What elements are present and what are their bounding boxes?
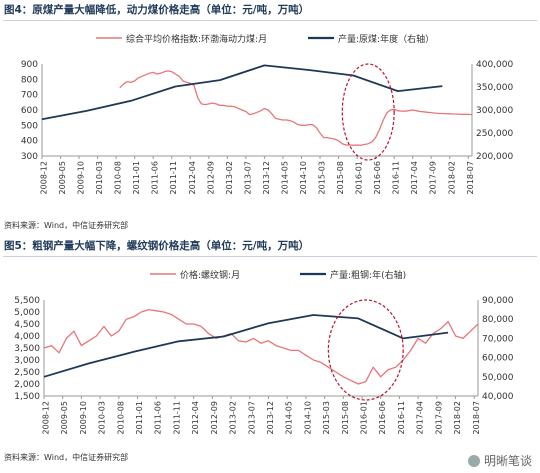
highlight-ellipse [341,63,395,161]
highlight-ellipse [327,299,404,401]
legend-label-price: 综合平均价格指数:环渤海动力煤:月 [126,33,267,45]
y-left-tick-label: 4,000 [14,332,40,342]
x-tick-label: 2016-06 [378,401,387,434]
y-left-tick-label: 600 [21,106,38,116]
y-right-tick-label: 400,000 [476,60,513,70]
y-left-tick-label: 5,000 [14,308,40,318]
x-tick-label: 2010-03 [98,401,107,434]
legend-label-output: 产量:粗钢:年(右轴) [330,269,406,281]
x-tick-label: 2017-09 [429,161,438,194]
x-tick-label: 2011-06 [154,401,163,434]
figure-4-source: 资料来源：Wind，中信证券研究部 [4,221,129,230]
x-tick-label: 2009-05 [58,161,67,194]
figure-5-title: 图5：粗钢产量大幅下降，螺纹钢价格走高（单位：元/吨，万吨） [4,240,310,252]
x-tick-label: 2008-12 [42,401,51,434]
y-right-tick-label: 350,000 [476,83,513,93]
x-tick-label: 2013-07 [247,401,256,434]
x-tick-label: 2010-08 [114,161,123,194]
x-tick-label: 2014-10 [303,401,312,434]
x-tick-label: 2011-06 [151,161,160,194]
x-tick-label: 2013-02 [225,161,234,194]
x-tick-label: 2018-07 [466,161,475,194]
x-tick-label: 2012-04 [188,161,197,194]
x-tick-label: 2018-02 [453,401,462,434]
legend-label-price: 价格:螺纹钢:月 [180,269,240,281]
x-tick-label: 2014-05 [285,401,294,434]
x-tick-label: 2012-09 [206,161,215,194]
legend-label-output: 产量:原煤:年度（右轴） [338,33,434,45]
y-right-tick-label: 50,000 [482,373,514,383]
x-tick-label: 2017-04 [416,401,425,434]
y-right-tick-label: 300,000 [476,106,513,116]
x-tick-label: 2016-11 [392,161,401,194]
y-left-tick-label: 1,500 [14,392,40,402]
steel-chart: 价格:螺纹钢:月 产量:粗钢:年(右轴) 1,500 2,000 2,500 3,000 3… [14,269,514,434]
output-series-line [41,64,443,121]
y-right-tick-label: 60,000 [482,354,514,364]
x-tick-label: 2013-07 [243,161,252,194]
x-tick-label: 2017-04 [410,161,419,194]
price-series-line [119,70,473,146]
watermark-text: 明晰笔谈 [483,454,532,468]
y-left-tick-label: 2,500 [14,368,40,378]
x-tick-label: 2010-03 [95,161,104,194]
y-left-tick-label: 3,000 [14,356,40,366]
y-left-tick-label: 4,500 [14,320,40,330]
x-tick-label: 2016-06 [373,161,382,194]
y-right-tick-label: 200,000 [476,152,513,162]
title-divider [3,256,537,257]
coal-chart: 综合平均价格指数:环渤海动力煤:月 产量:原煤:年度（右轴） 300 400 500 60… [21,33,514,194]
x-tick-label: 2016-01 [355,161,364,194]
x-tick-label: 2011-11 [169,161,178,194]
y-left-tick-label: 400 [21,137,38,147]
figure-4-title: 图4：原煤产量大幅降低，动力煤价格走高（单位：元/吨，万吨） [4,4,310,16]
x-tick-label: 2014-10 [299,161,308,194]
x-tick-label: 2011-01 [132,161,141,194]
x-tick-label: 2016-01 [360,401,369,434]
x-tick-label: 2015-08 [341,401,350,434]
x-tick-label: 2018-07 [472,401,481,434]
y-right-tick-label: 40,000 [482,392,514,402]
x-tick-label: 2009-05 [60,401,69,434]
x-tick-label: 2013-12 [266,401,275,434]
x-tick-label: 2015-03 [322,401,331,434]
x-tick-label: 2013-02 [229,401,238,434]
y-left-tick-label: 700 [21,91,38,101]
x-tick-label: 2017-09 [434,401,443,434]
price-series-line [43,308,479,385]
y-left-tick-label: 500 [21,121,38,131]
watermark: 明晰笔谈 [467,452,532,469]
x-tick-label: 2009-10 [77,161,86,194]
y-right-tick-label: 80,000 [482,315,514,325]
x-tick-label: 2018-02 [447,161,456,194]
x-tick-label: 2009-10 [79,401,88,434]
x-tick-label: 2015-08 [336,161,345,194]
x-tick-label: 2011-11 [172,401,181,434]
y-left-tick-label: 900 [21,60,38,70]
x-tick-label: 2013-12 [262,161,271,194]
x-tick-label: 2012-09 [210,401,219,434]
x-tick-label: 2010-08 [116,401,125,434]
y-right-tick-label: 70,000 [482,334,514,344]
x-tick-label: 2008-12 [40,161,49,194]
x-tick-label: 2012-04 [191,401,200,434]
x-tick-label: 2016-11 [397,401,406,434]
x-tick-label: 2014-05 [280,161,289,194]
figure-5-source: 资料来源：Wind，中信证券研究部 [4,453,129,462]
y-right-tick-label: 250,000 [476,129,513,139]
title-divider [3,20,537,21]
wechat-icon [467,455,480,467]
y-left-tick-label: 800 [21,75,38,85]
y-left-tick-label: 3,500 [14,344,40,354]
output-series-line [43,314,449,378]
y-left-tick-label: 300 [21,152,38,162]
y-right-tick-label: 90,000 [482,296,514,306]
x-tick-label: 2011-01 [135,401,144,434]
x-tick-label: 2015-03 [318,161,327,194]
y-left-tick-label: 5,500 [14,296,40,306]
y-left-tick-label: 2,000 [14,380,40,390]
